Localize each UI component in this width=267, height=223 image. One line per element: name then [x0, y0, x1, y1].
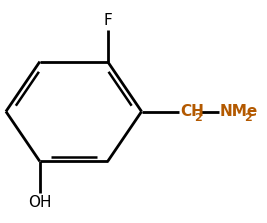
Text: CH: CH — [180, 104, 204, 119]
Text: F: F — [103, 13, 112, 28]
Text: NMe: NMe — [219, 104, 258, 119]
Text: 2: 2 — [195, 113, 202, 123]
Text: OH: OH — [28, 195, 52, 210]
Text: 2: 2 — [244, 113, 252, 123]
